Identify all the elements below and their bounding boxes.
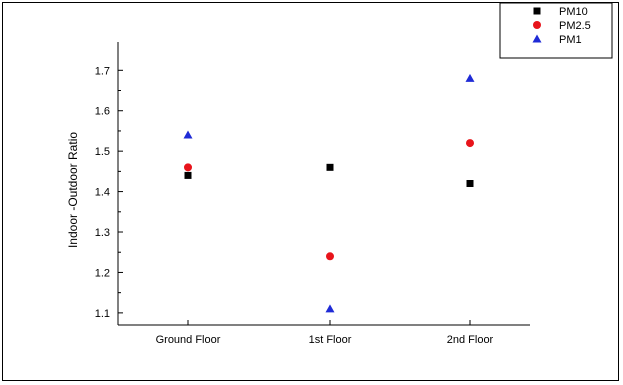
data-point-pm10 bbox=[326, 163, 334, 171]
legend-entry: PM2.5 bbox=[559, 20, 591, 32]
y-axis-label: Indoor -Outdoor Ratio bbox=[66, 132, 80, 248]
data-points bbox=[183, 73, 475, 313]
axes bbox=[117, 42, 530, 326]
data-point-pm25 bbox=[466, 139, 474, 148]
data-point-pm25 bbox=[184, 163, 192, 172]
legend-marker bbox=[532, 34, 542, 43]
x-tick-label: Ground Floor bbox=[156, 334, 221, 346]
legend-marker bbox=[533, 21, 541, 29]
y-tick-label: 1.5 bbox=[95, 146, 110, 158]
data-point-pm10 bbox=[466, 180, 474, 187]
data-point-pm10 bbox=[184, 171, 192, 179]
y-tick-label: 1.3 bbox=[95, 227, 110, 239]
legend-entry: PM1 bbox=[559, 34, 582, 46]
legend-entry: PM10 bbox=[559, 6, 588, 18]
legend: PM10 PM2.5 PM1 bbox=[499, 2, 613, 59]
y-tick-label: 1.4 bbox=[95, 187, 110, 199]
y-tick-label: 1.1 bbox=[95, 308, 110, 320]
y-tick-label: 1.7 bbox=[95, 65, 110, 77]
y-tick-label: 1.6 bbox=[95, 106, 110, 118]
legend-marker bbox=[533, 7, 541, 15]
y-tick-label: 1.2 bbox=[95, 267, 110, 279]
tick-marks: 1.1 1.2 1.3 1.4 1.5 1.6 1.7 Ground Floor 1st Flo… bbox=[95, 65, 494, 346]
data-point-pm25 bbox=[326, 252, 334, 261]
data-point-pm1 bbox=[183, 130, 193, 139]
x-tick-label: 2nd Floor bbox=[447, 334, 494, 346]
data-point-pm1 bbox=[465, 73, 475, 82]
x-tick-label: 1st Floor bbox=[309, 334, 352, 346]
data-point-pm1 bbox=[325, 304, 335, 313]
legend-box bbox=[499, 2, 613, 59]
chart-frame bbox=[2, 2, 619, 381]
